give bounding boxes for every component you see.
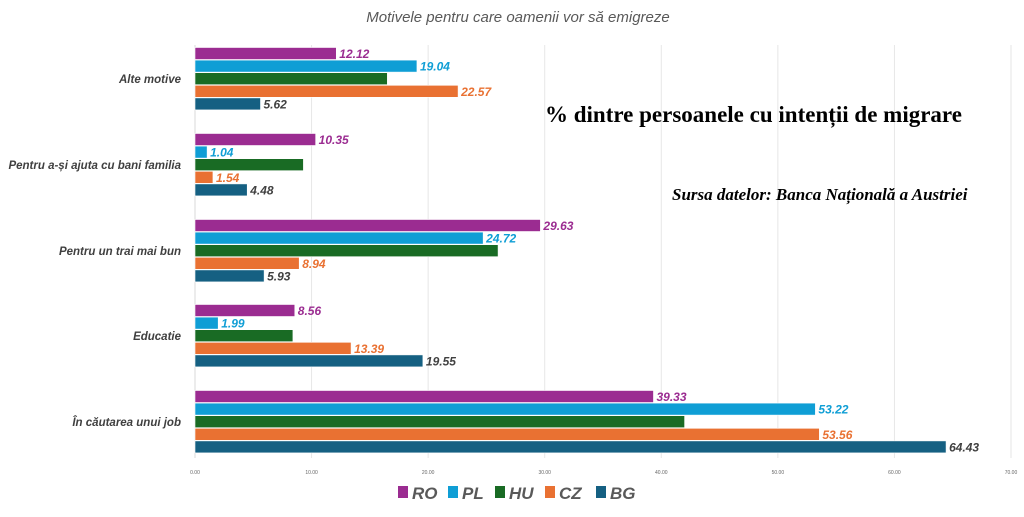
bar-ro	[194, 219, 541, 232]
bar-hu	[194, 72, 388, 85]
bar-bg	[194, 269, 265, 283]
legend-label-ro: RO	[412, 484, 438, 503]
category-label: În căutarea unui job	[72, 416, 181, 429]
x-tick-label: 0.00	[190, 470, 200, 476]
x-tick-label: 70.00	[1005, 470, 1018, 476]
data-label-cz: 1.54	[216, 171, 240, 185]
bar-cz	[194, 171, 214, 184]
legend-swatch-cz	[545, 486, 555, 498]
category-label: Educatie	[133, 331, 182, 343]
data-label-ro: 8.56	[298, 304, 322, 318]
x-tick-label: 20.00	[422, 470, 435, 476]
chart-title: Motivele pentru care oamenii vor să emig…	[366, 9, 669, 26]
bar-bg	[194, 440, 947, 454]
bar-bg	[194, 354, 424, 368]
legend-label-bg: BG	[610, 484, 636, 503]
legend-label-cz: CZ	[559, 484, 582, 503]
bar-hu	[194, 415, 685, 429]
category-label: Pentru un trai mai bun	[59, 246, 181, 258]
bar-pl	[194, 402, 816, 416]
bar-cz	[194, 256, 300, 270]
data-label-bg: 5.62	[264, 98, 288, 112]
bar-bg	[194, 97, 261, 111]
x-tick-label: 50.00	[772, 470, 785, 476]
bar-ro	[194, 133, 316, 146]
bar-pl	[194, 145, 208, 159]
data-label-ro: 12.12	[339, 47, 369, 61]
data-label-bg: 19.55	[426, 355, 456, 369]
data-label-pl: 1.04	[210, 146, 234, 160]
legend-swatch-ro	[398, 486, 408, 498]
category-label: Pentru a-și ajuta cu bani familia	[8, 160, 181, 172]
bar-hu	[194, 158, 304, 171]
data-label-ro: 29.63	[542, 219, 573, 233]
bar-pl	[194, 59, 418, 73]
data-label-cz: 53.56	[822, 428, 852, 442]
source-annotation: Sursa datelor: Banca Națională a Austrie…	[672, 185, 968, 204]
bar-ro	[194, 390, 654, 403]
data-label-bg: 64.43	[949, 441, 979, 455]
category-label: Alte motive	[118, 74, 182, 86]
data-label-cz: 22.57	[460, 85, 492, 99]
unit-annotation: % dintre persoanele cu intenții de migra…	[545, 102, 962, 127]
data-label-pl: 24.72	[485, 232, 516, 246]
x-tick-label: 60.00	[888, 470, 901, 476]
data-label-pl: 19.04	[420, 60, 450, 74]
bar-cz	[194, 85, 459, 98]
bar-bg	[194, 183, 248, 197]
legend-swatch-pl	[448, 486, 458, 498]
bar-pl	[194, 231, 484, 245]
bar-cz	[194, 341, 352, 355]
data-label-cz: 8.94	[302, 257, 326, 271]
data-label-pl: 53.22	[818, 403, 848, 417]
bar-ro	[194, 47, 337, 60]
data-label-ro: 39.33	[656, 390, 686, 404]
legend-swatch-hu	[495, 486, 505, 498]
bar-hu	[194, 329, 294, 343]
x-tick-label: 40.00	[655, 470, 668, 476]
data-label-ro: 10.35	[319, 133, 349, 147]
bar-cz	[194, 427, 820, 441]
legend-label-hu: HU	[509, 484, 534, 503]
bar-pl	[194, 316, 219, 330]
bar-ro	[194, 304, 296, 317]
x-tick-label: 10.00	[305, 470, 318, 476]
x-tick-label: 30.00	[538, 470, 551, 476]
bar-hu	[194, 244, 499, 257]
data-label-cz: 13.39	[354, 342, 384, 356]
legend-label-pl: PL	[462, 484, 484, 503]
data-label-pl: 1.99	[221, 317, 245, 331]
legend-swatch-bg	[596, 486, 606, 498]
data-label-bg: 5.93	[267, 270, 291, 284]
data-label-bg: 4.48	[249, 184, 274, 198]
